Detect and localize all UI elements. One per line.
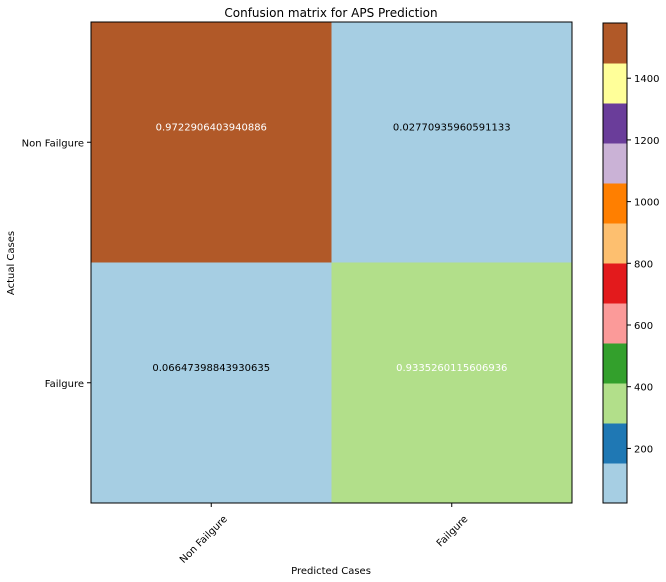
heatmap-cell bbox=[91, 262, 332, 503]
cell-value-label: 0.02770935960591133 bbox=[393, 122, 511, 133]
colorbar-segment bbox=[603, 343, 627, 384]
heatmap-cell bbox=[91, 22, 332, 263]
x-axis-ticks: Non Failgure Failgure bbox=[178, 503, 470, 566]
x-axis-label: Predicted Cases bbox=[291, 566, 371, 577]
colorbar-segment bbox=[603, 223, 627, 264]
colorbar-segment bbox=[603, 63, 627, 104]
plot-frame bbox=[90, 21, 573, 504]
colorbar: 200 400 600 800 1000 1200 1400 bbox=[602, 22, 659, 504]
colorbar-tick-label: 200 bbox=[634, 444, 653, 455]
colorbar-tick-label: 400 bbox=[634, 383, 653, 394]
chart-title: Confusion matrix for APS Prediction bbox=[224, 6, 437, 20]
colorbar-tick-label: 1200 bbox=[634, 136, 659, 147]
colorbar-segment bbox=[603, 183, 627, 224]
x-tick-label: Failgure bbox=[435, 514, 471, 550]
colorbar-tick-label: 800 bbox=[634, 259, 653, 270]
heatmap-cells: 0.9722906403940886 0.02770935960591133 0.0… bbox=[91, 22, 572, 503]
x-tick-label: Non Failgure bbox=[178, 514, 230, 566]
heatmap-cell bbox=[331, 22, 572, 263]
colorbar-segment bbox=[603, 303, 627, 344]
colorbar-segment bbox=[603, 383, 627, 424]
colorbar-segment bbox=[603, 103, 627, 144]
colorbar-segment bbox=[603, 423, 627, 464]
y-tick-label: Non Failgure bbox=[22, 138, 84, 149]
heatmap-cell bbox=[331, 262, 572, 503]
cell-value-label: 0.9722906403940886 bbox=[156, 122, 267, 133]
cell-value-label: 0.06647398843930635 bbox=[152, 363, 270, 374]
colorbar-segment bbox=[603, 463, 627, 504]
colorbar-tick-label: 1400 bbox=[634, 74, 659, 85]
colorbar-segment bbox=[603, 263, 627, 304]
colorbar-tick-label: 600 bbox=[634, 321, 653, 332]
colorbar-tick-label: 1000 bbox=[634, 198, 659, 209]
colorbar-segment bbox=[603, 23, 627, 64]
y-axis-ticks: Non Failgure Failgure bbox=[22, 138, 91, 390]
cell-value-label: 0.9335260115606936 bbox=[396, 363, 507, 374]
y-tick-label: Failgure bbox=[45, 379, 84, 390]
colorbar-segment bbox=[603, 143, 627, 184]
y-axis-label: Actual Cases bbox=[6, 231, 17, 295]
